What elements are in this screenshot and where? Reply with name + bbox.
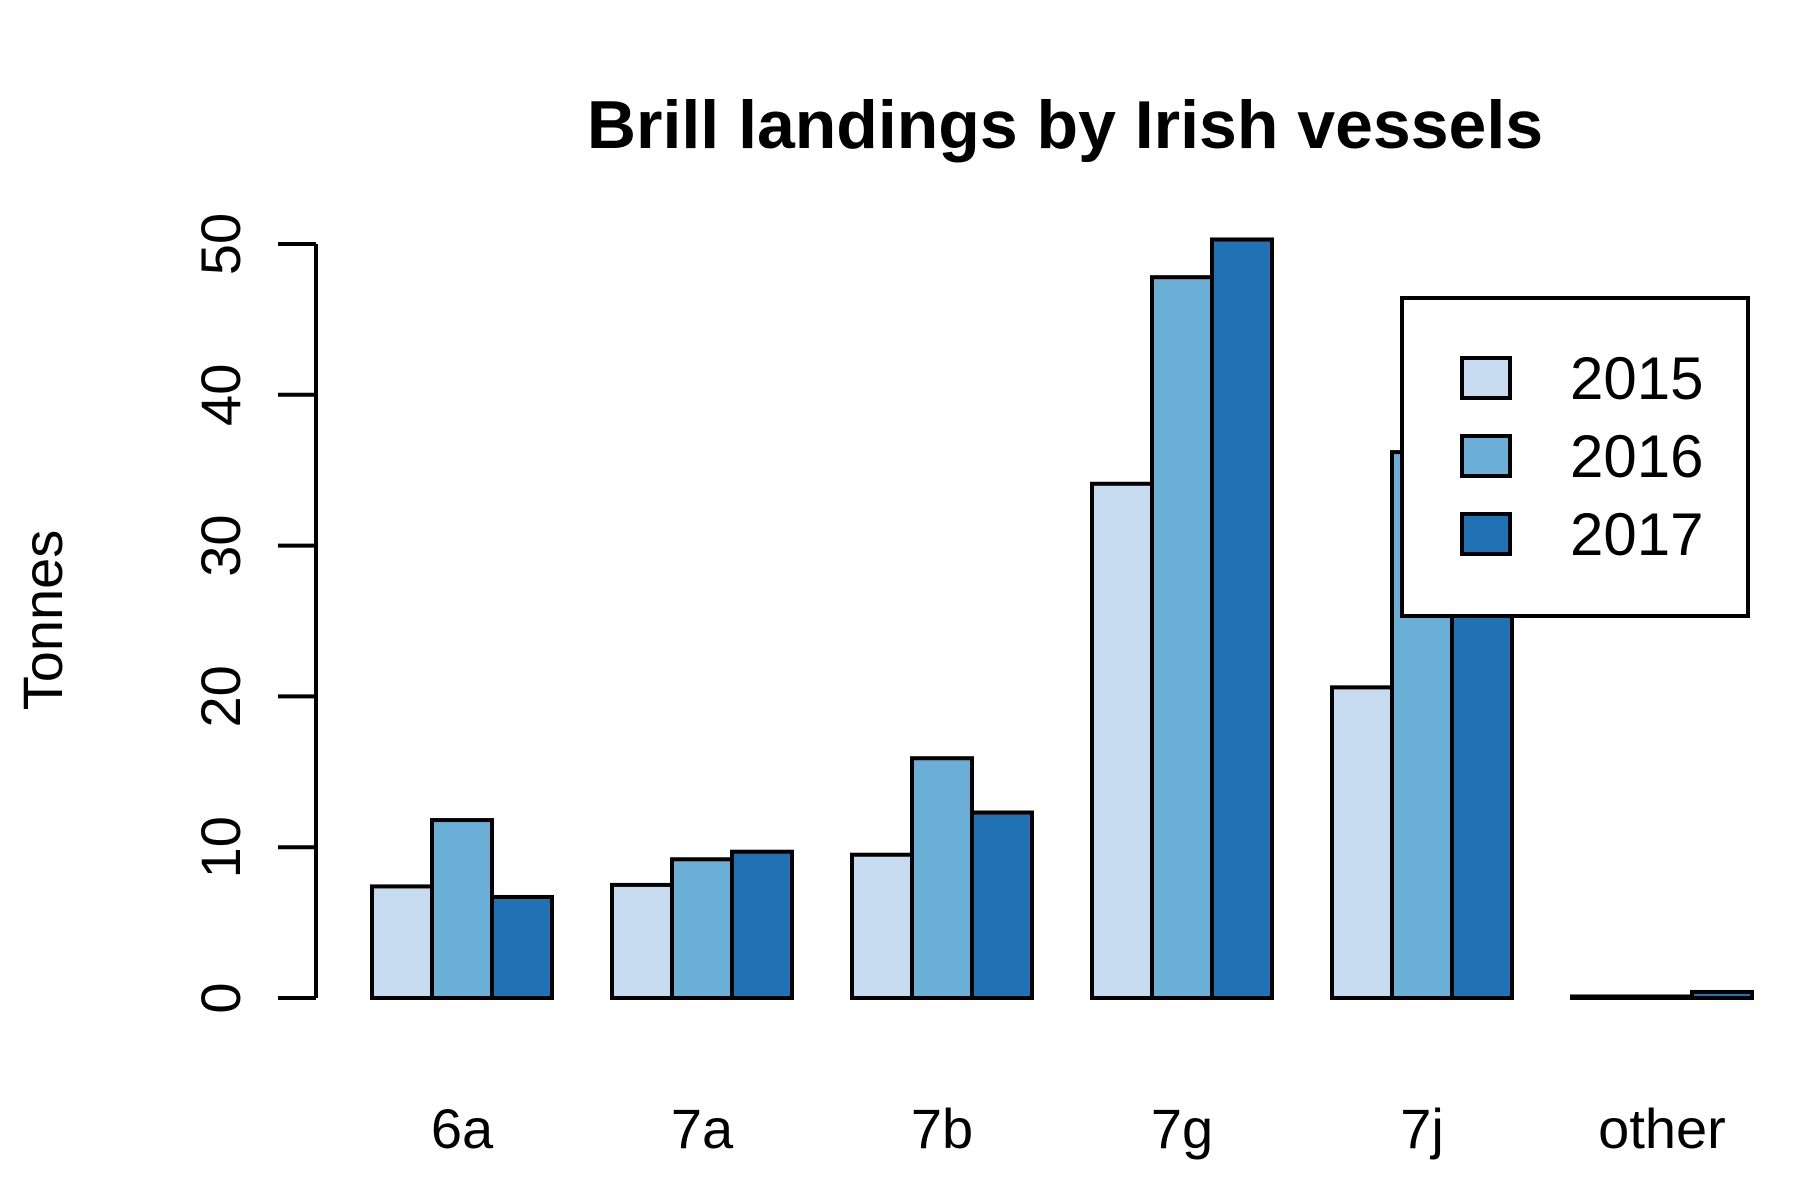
bar: [1210, 237, 1274, 1000]
chart-title: Brill landings by Irish vessels: [587, 87, 1543, 163]
legend: 2015 2016 2017: [1400, 296, 1750, 618]
legend-swatch: [1460, 512, 1512, 556]
bar-series-group: [370, 237, 1754, 1001]
legend-label: 2016: [1570, 423, 1703, 490]
legend-swatch: [1460, 356, 1512, 400]
x-tick-label: 7a: [671, 1097, 734, 1160]
y-tick-label: 20: [189, 665, 252, 727]
bar: [1150, 275, 1214, 1000]
legend-label: 2015: [1570, 345, 1703, 412]
bar: [1330, 685, 1394, 1000]
bar: [970, 810, 1034, 1000]
bar: [490, 894, 554, 1000]
y-tick-label: 40: [189, 364, 252, 426]
y-tick-label: 0: [189, 982, 252, 1013]
bar: [1630, 994, 1694, 1001]
x-tick-label: 7j: [1400, 1097, 1444, 1160]
y-axis-label: Tonnes: [11, 530, 74, 711]
x-tick-label: 6a: [431, 1097, 494, 1160]
x-tick-label: 7b: [911, 1097, 973, 1160]
bar: [850, 852, 914, 1000]
bar: [370, 884, 434, 1001]
y-axis: 0 10 20 30 40 50: [189, 213, 318, 1014]
legend-label: 2017: [1570, 501, 1703, 568]
bar: [910, 756, 974, 1001]
bar: [1090, 481, 1154, 1001]
bar: [610, 882, 674, 1001]
bar: [1570, 994, 1634, 1001]
bar: [430, 818, 494, 1001]
x-axis-labels: 6a 7a 7b 7g 7j other: [431, 1097, 1726, 1160]
bar: [670, 857, 734, 1000]
bar: [730, 849, 794, 1000]
y-tick-label: 30: [189, 514, 252, 576]
y-tick-label: 50: [189, 213, 252, 275]
x-tick-label: 7g: [1151, 1097, 1213, 1160]
x-tick-label: other: [1598, 1097, 1726, 1160]
legend-swatch: [1460, 434, 1512, 478]
y-tick-label: 10: [189, 816, 252, 878]
bar: [1690, 989, 1754, 1001]
legend-box: [1400, 296, 1750, 618]
